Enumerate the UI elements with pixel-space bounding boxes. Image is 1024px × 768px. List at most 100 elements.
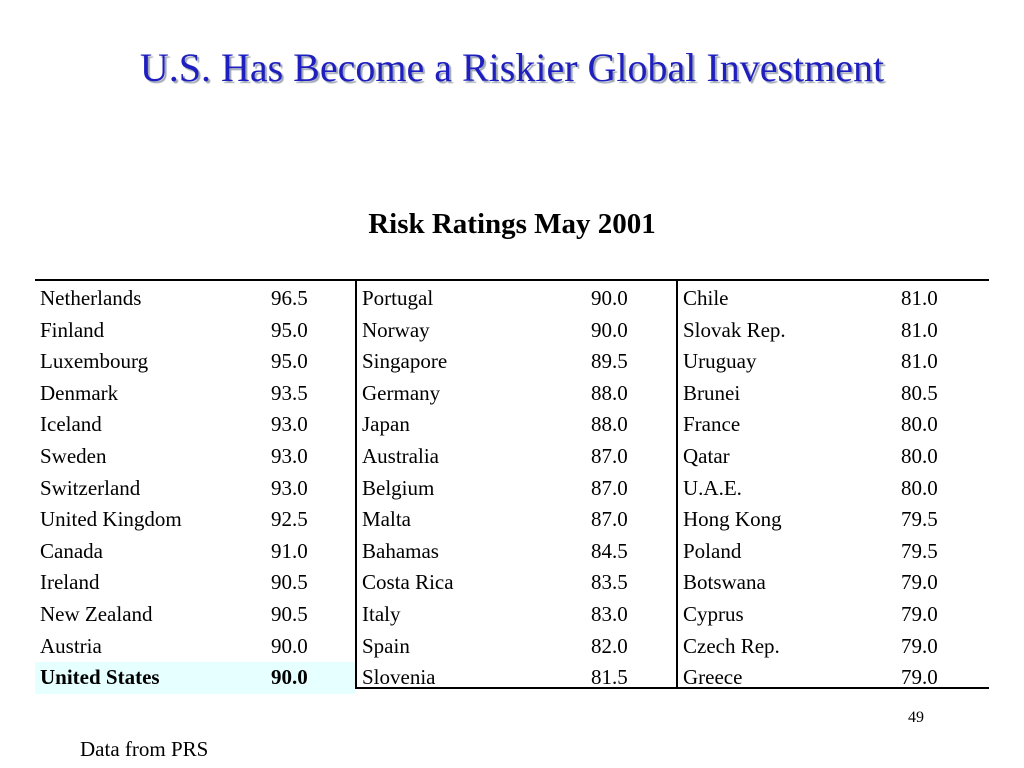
table-row: Qatar 80.0 bbox=[678, 441, 989, 473]
country-name: Netherlands bbox=[40, 286, 142, 310]
table-row: Ireland 90.5 bbox=[35, 567, 355, 599]
table-row: Portugal 90.0 bbox=[357, 283, 676, 315]
risk-ratings-table: Netherlands 96.5 Finland 95.0 Luxembourg 95.0… bbox=[35, 279, 989, 694]
country-name: New Zealand bbox=[40, 601, 153, 626]
table-row: Finland 95.0 bbox=[35, 315, 355, 347]
risk-rating-value: 84.5 bbox=[591, 538, 628, 563]
risk-rating-value: 80.0 bbox=[901, 443, 938, 468]
risk-rating-value: 79.5 bbox=[901, 507, 938, 532]
country-name: Czech Rep. bbox=[683, 633, 780, 658]
table-row: Slovenia 81.5 bbox=[357, 662, 676, 694]
table-row: United Kingdom 92.5 bbox=[35, 504, 355, 536]
country-name: Canada bbox=[40, 538, 103, 563]
risk-rating-value: 80.0 bbox=[901, 475, 938, 500]
country-name: Uruguay bbox=[683, 349, 757, 374]
risk-rating-value: 95.0 bbox=[271, 317, 308, 342]
slide-number: 49 bbox=[908, 709, 924, 726]
country-name: U.A.E. bbox=[683, 475, 742, 500]
table-row: U.A.E. 80.0 bbox=[678, 473, 989, 505]
risk-rating-value: 93.0 bbox=[271, 443, 308, 468]
table-row: France 80.0 bbox=[678, 409, 989, 441]
slide-title: U.S. Has Become a Riskier Global Investm… bbox=[139, 45, 885, 90]
table-column-3: Chile 81.0 Slovak Rep. 81.0 Uruguay 81.0 Brune… bbox=[678, 281, 989, 689]
table-row: Iceland 93.0 bbox=[35, 409, 355, 441]
table-row: Spain 82.0 bbox=[357, 631, 676, 663]
risk-rating-value: 83.5 bbox=[591, 570, 628, 595]
table-row: Singapore 89.5 bbox=[357, 346, 676, 378]
risk-rating-value: 89.5 bbox=[591, 349, 628, 374]
risk-rating-value: 90.5 bbox=[271, 601, 308, 626]
table-row: Germany 88.0 bbox=[357, 378, 676, 410]
country-name: Germany bbox=[362, 380, 441, 405]
table-row: Sweden 93.0 bbox=[35, 441, 355, 473]
risk-rating-value: 83.0 bbox=[591, 601, 628, 626]
country-name: Cyprus bbox=[683, 601, 744, 626]
country-name: Finland bbox=[40, 317, 105, 342]
risk-rating-value: 81.0 bbox=[901, 349, 938, 374]
risk-rating-value: 80.0 bbox=[901, 412, 938, 437]
table-column-2: Portugal 90.0 Norway 90.0 Singapore 89.5 Germa… bbox=[357, 281, 678, 689]
table-row: New Zealand 90.5 bbox=[35, 599, 355, 631]
country-name: Sweden bbox=[40, 443, 107, 468]
country-name: Poland bbox=[683, 538, 742, 563]
table-row: Brunei 80.5 bbox=[678, 378, 989, 410]
risk-rating-value: 81.0 bbox=[901, 286, 938, 310]
table-row: Italy 83.0 bbox=[357, 599, 676, 631]
table-row: Hong Kong 79.5 bbox=[678, 504, 989, 536]
risk-rating-value: 79.5 bbox=[901, 538, 938, 563]
country-name: Japan bbox=[362, 412, 410, 437]
risk-rating-value: 87.0 bbox=[591, 475, 628, 500]
risk-rating-value: 79.0 bbox=[901, 570, 938, 595]
country-name: Singapore bbox=[362, 349, 448, 374]
table-row: Netherlands 96.5 bbox=[35, 283, 355, 315]
country-name: Luxembourg bbox=[40, 349, 149, 374]
risk-rating-value: 95.0 bbox=[271, 349, 308, 374]
country-name: Switzerland bbox=[40, 475, 141, 500]
table-row: Uruguay 81.0 bbox=[678, 346, 989, 378]
country-name: Spain bbox=[362, 633, 410, 658]
risk-rating-value: 90.0 bbox=[271, 665, 308, 690]
source-note: Data from PRS bbox=[80, 737, 209, 761]
table-row: Botswana 79.0 bbox=[678, 567, 989, 599]
table-row: Cyprus 79.0 bbox=[678, 599, 989, 631]
country-name: Greece bbox=[683, 665, 743, 690]
country-name: Malta bbox=[362, 507, 411, 532]
country-name: Portugal bbox=[362, 286, 434, 310]
risk-rating-value: 80.5 bbox=[901, 380, 938, 405]
risk-rating-value: 87.0 bbox=[591, 443, 628, 468]
table-row: Chile 81.0 bbox=[678, 283, 989, 315]
risk-rating-value: 91.0 bbox=[271, 538, 308, 563]
table-row: Austria 90.0 bbox=[35, 631, 355, 663]
country-name: United States bbox=[40, 665, 160, 690]
risk-rating-value: 87.0 bbox=[591, 507, 628, 532]
risk-rating-value: 90.0 bbox=[591, 317, 628, 342]
risk-rating-value: 96.5 bbox=[271, 286, 308, 310]
risk-rating-value: 79.0 bbox=[901, 633, 938, 658]
country-name: Belgium bbox=[362, 475, 435, 500]
table-row: Malta 87.0 bbox=[357, 504, 676, 536]
table-row: Denmark 93.5 bbox=[35, 378, 355, 410]
table-row: Switzerland 93.0 bbox=[35, 473, 355, 505]
country-name: Australia bbox=[362, 443, 439, 468]
country-name: Slovenia bbox=[362, 665, 436, 690]
risk-rating-value: 93.0 bbox=[271, 475, 308, 500]
table-column-1: Netherlands 96.5 Finland 95.0 Luxembourg 95.0… bbox=[35, 281, 357, 694]
country-name: Denmark bbox=[40, 380, 119, 405]
table-row: Bahamas 84.5 bbox=[357, 536, 676, 568]
table-row: Czech Rep. 79.0 bbox=[678, 631, 989, 663]
table-row: Poland 79.5 bbox=[678, 536, 989, 568]
country-name: Chile bbox=[683, 286, 729, 310]
risk-rating-value: 90.0 bbox=[271, 633, 308, 658]
table-row: United States 90.0 bbox=[35, 662, 355, 694]
table-row: Australia 87.0 bbox=[357, 441, 676, 473]
country-name: United Kingdom bbox=[40, 507, 182, 532]
risk-rating-value: 90.5 bbox=[271, 570, 308, 595]
risk-rating-value: 79.0 bbox=[901, 601, 938, 626]
risk-rating-value: 92.5 bbox=[271, 507, 308, 532]
country-name: Austria bbox=[40, 633, 102, 658]
country-name: Bahamas bbox=[362, 538, 439, 563]
risk-rating-value: 81.0 bbox=[901, 317, 938, 342]
table-row: Norway 90.0 bbox=[357, 315, 676, 347]
country-name: Slovak Rep. bbox=[683, 317, 786, 342]
risk-rating-value: 79.0 bbox=[901, 665, 938, 690]
